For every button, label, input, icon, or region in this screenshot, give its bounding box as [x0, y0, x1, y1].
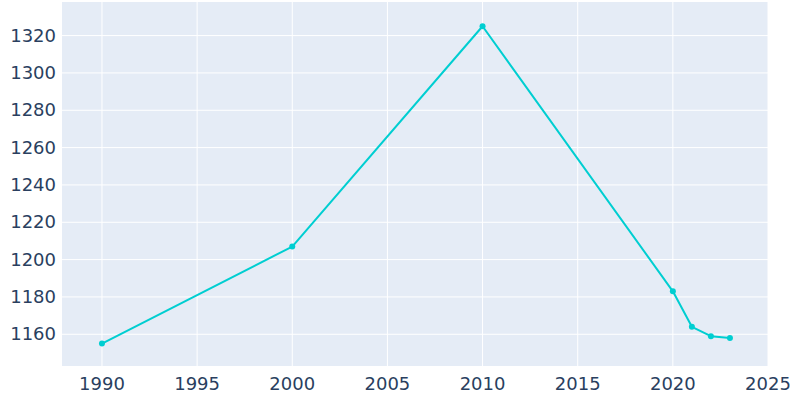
chart: 1990 1995 2000 2005 2010 2015 2020 2025 1160 1180… [0, 0, 800, 400]
line [102, 26, 730, 343]
point [289, 244, 295, 250]
y-grid-line [62, 35, 768, 36]
x-tick-label: 1990 [79, 373, 125, 394]
y-tick-label: 1260 [10, 137, 56, 158]
x-grid-line [482, 2, 483, 366]
point [727, 335, 733, 341]
point [689, 324, 695, 330]
x-tick-label: 2020 [650, 373, 696, 394]
y-tick-label: 1320 [10, 25, 56, 46]
x-grid-line [292, 2, 293, 366]
x-grid-line [101, 2, 102, 366]
x-grid-line [768, 2, 769, 366]
y-tick-label: 1220 [10, 211, 56, 232]
grid [62, 2, 768, 366]
y-grid-line [62, 184, 768, 185]
x-tick-label: 2010 [460, 373, 506, 394]
point [99, 341, 105, 347]
x-grid-line [197, 2, 198, 366]
point [670, 288, 676, 294]
y-tick-label: 1200 [10, 249, 56, 270]
y-grid-line [62, 259, 768, 260]
plot-background [62, 2, 768, 366]
x-tick-label: 2005 [365, 373, 411, 394]
y-grid-line [62, 147, 768, 148]
x-tick-label: 2025 [745, 373, 791, 394]
y-tick-label: 1240 [10, 174, 56, 195]
y-tick-label: 1160 [10, 323, 56, 344]
y-grid-line [62, 334, 768, 335]
y-grid-line [62, 110, 768, 111]
y-grid-line [62, 222, 768, 223]
x-grid-line [672, 2, 673, 366]
y-tick-label: 1300 [10, 62, 56, 83]
y-grid-line [62, 296, 768, 297]
x-tick-label: 2015 [555, 373, 601, 394]
y-tick-label: 1180 [10, 286, 56, 307]
x-tick-label: 1995 [174, 373, 220, 394]
chart-container: 1990 1995 2000 2005 2010 2015 2020 2025 1160 1180… [0, 0, 800, 400]
x-grid-line [577, 2, 578, 366]
tick-labels: 1990 1995 2000 2005 2010 2015 2020 2025 1160 1180… [10, 25, 791, 394]
x-tick-label: 2000 [269, 373, 315, 394]
point [708, 333, 714, 339]
point [480, 23, 486, 29]
y-grid-line [62, 72, 768, 73]
y-tick-label: 1280 [10, 99, 56, 120]
x-grid-line [387, 2, 388, 366]
series [99, 23, 733, 346]
